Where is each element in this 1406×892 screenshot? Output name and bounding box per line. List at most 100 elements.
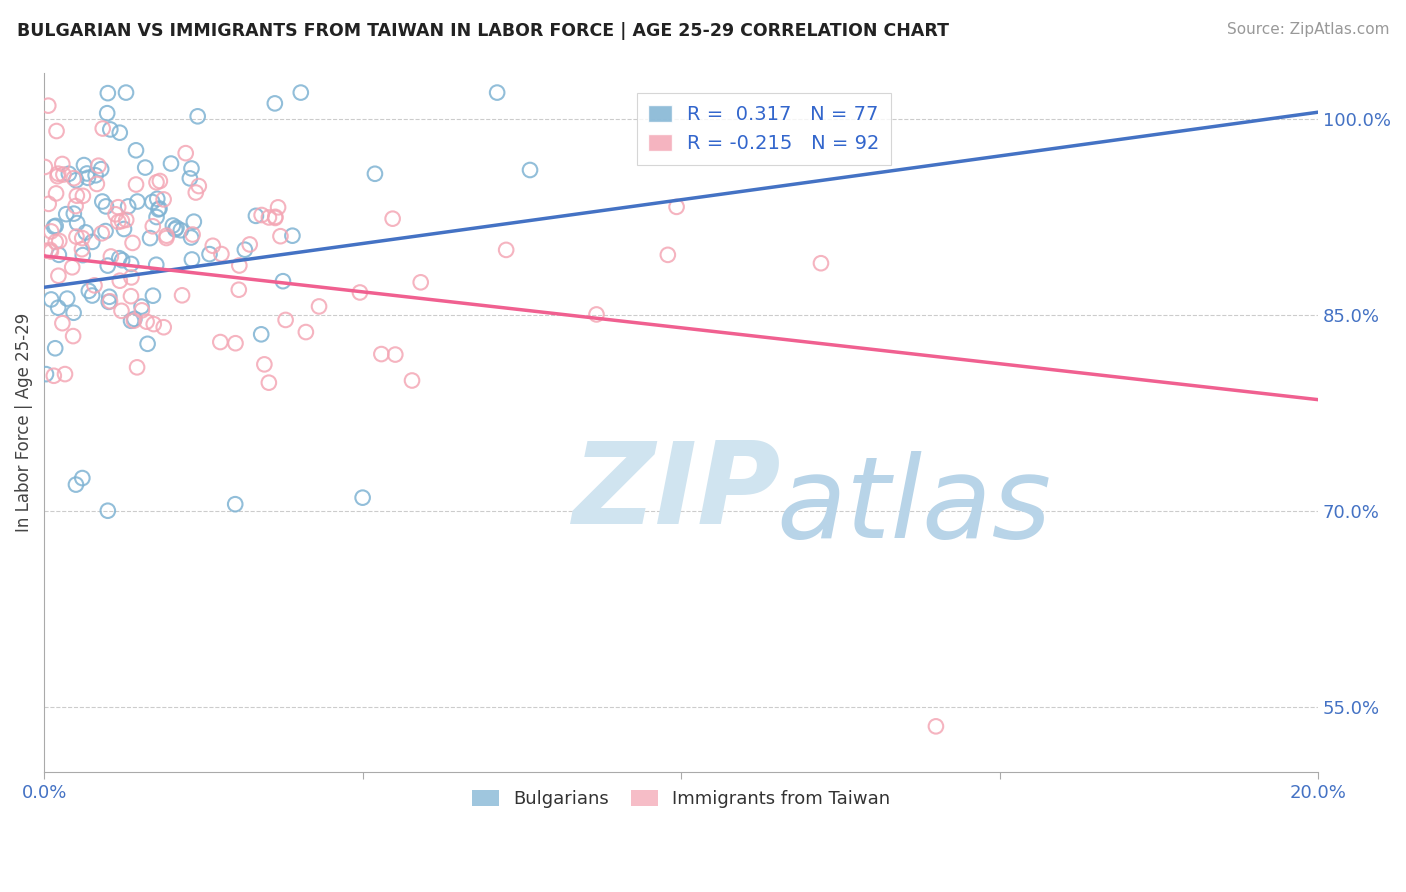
Point <box>184 186 207 200</box>
Point <box>124 312 146 326</box>
Point <box>170 223 193 237</box>
Point <box>148 202 170 216</box>
Point <box>142 289 165 303</box>
Point <box>174 146 197 161</box>
Point <box>56 292 79 306</box>
Point <box>180 161 202 176</box>
Point <box>253 357 276 371</box>
Point <box>91 194 114 209</box>
Point <box>228 283 250 297</box>
Point <box>98 290 121 304</box>
Point <box>111 253 134 268</box>
Point <box>34 160 56 174</box>
Point <box>111 214 134 228</box>
Point <box>657 248 679 262</box>
Point <box>264 211 287 225</box>
Point <box>94 224 117 238</box>
Text: atlas: atlas <box>776 451 1052 562</box>
Point <box>110 303 132 318</box>
Point <box>180 230 202 244</box>
Point <box>370 347 392 361</box>
Point <box>250 327 273 342</box>
Point <box>409 275 432 289</box>
Point <box>70 242 93 256</box>
Point <box>120 314 142 328</box>
Point <box>98 294 121 309</box>
Point <box>519 163 541 178</box>
Point <box>183 215 205 229</box>
Point <box>39 293 62 307</box>
Point <box>134 161 156 175</box>
Point <box>97 504 120 518</box>
Point <box>187 179 209 194</box>
Point <box>145 175 167 189</box>
Point <box>70 231 93 245</box>
Point <box>125 360 148 375</box>
Point <box>209 247 232 261</box>
Point <box>142 219 165 234</box>
Point <box>39 224 62 238</box>
Point <box>87 159 110 173</box>
Point <box>39 243 62 257</box>
Point <box>352 491 374 505</box>
Point <box>125 178 148 192</box>
Point <box>198 247 221 261</box>
Point <box>72 248 94 262</box>
Point <box>53 367 76 381</box>
Point <box>122 314 145 328</box>
Point <box>166 220 188 235</box>
Point <box>135 315 157 329</box>
Point <box>34 244 56 258</box>
Point <box>44 341 66 355</box>
Point <box>125 144 148 158</box>
Point <box>42 219 65 234</box>
Point <box>152 193 174 207</box>
Point <box>48 234 70 248</box>
Point <box>384 347 406 361</box>
Point <box>925 719 948 733</box>
Point <box>82 235 104 249</box>
Point <box>120 257 142 271</box>
Point <box>308 300 330 314</box>
Point <box>90 162 112 177</box>
Point <box>257 211 280 225</box>
Point <box>170 288 193 302</box>
Point <box>66 188 89 202</box>
Point <box>295 325 318 339</box>
Point <box>233 243 256 257</box>
Point <box>228 259 250 273</box>
Point <box>115 86 138 100</box>
Point <box>112 222 135 236</box>
Point <box>281 228 304 243</box>
Point <box>51 157 73 171</box>
Point <box>82 288 104 302</box>
Point <box>63 207 86 221</box>
Point <box>115 212 138 227</box>
Text: ZIP: ZIP <box>572 437 782 548</box>
Point <box>290 86 312 100</box>
Text: Source: ZipAtlas.com: Source: ZipAtlas.com <box>1226 22 1389 37</box>
Point <box>72 189 94 203</box>
Point <box>108 274 131 288</box>
Point <box>364 167 387 181</box>
Point <box>120 270 142 285</box>
Point <box>201 239 224 253</box>
Point <box>77 284 100 298</box>
Point <box>86 177 108 191</box>
Legend: Bulgarians, Immigrants from Taiwan: Bulgarians, Immigrants from Taiwan <box>464 783 897 815</box>
Point <box>155 231 177 245</box>
Point <box>250 208 273 222</box>
Point <box>224 497 246 511</box>
Point <box>90 227 112 241</box>
Point <box>165 222 187 236</box>
Point <box>108 251 131 265</box>
Point <box>155 228 177 243</box>
Point <box>107 200 129 214</box>
Point <box>145 210 167 224</box>
Point <box>209 334 232 349</box>
Point <box>264 210 287 224</box>
Point <box>162 219 184 233</box>
Point <box>48 248 70 262</box>
Point <box>45 186 67 201</box>
Point <box>179 171 201 186</box>
